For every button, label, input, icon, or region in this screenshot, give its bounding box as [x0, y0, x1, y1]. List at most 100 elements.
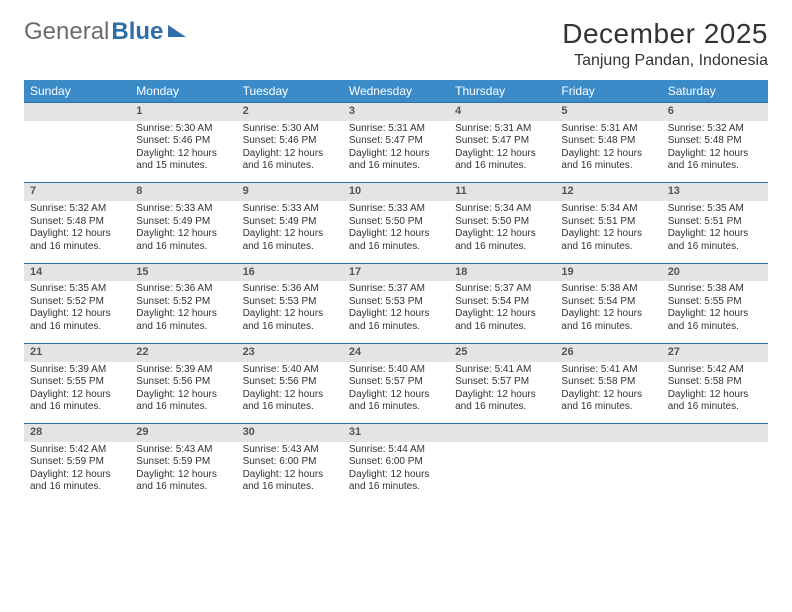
sunset-text: Sunset: 5:48 PM — [561, 135, 655, 148]
daylight-text: Daylight: 12 hours — [349, 148, 443, 161]
daylight-text: Daylight: 12 hours — [349, 469, 443, 482]
day-cell: Sunrise: 5:44 AMSunset: 6:00 PMDaylight:… — [343, 442, 449, 504]
sunrise-text: Sunrise: 5:37 AM — [455, 283, 549, 296]
day-cell: Sunrise: 5:37 AMSunset: 5:54 PMDaylight:… — [449, 281, 555, 343]
day-detail-row: Sunrise: 5:30 AMSunset: 5:46 PMDaylight:… — [24, 121, 768, 183]
day-number-row: 78910111213 — [24, 183, 768, 201]
day-cell — [555, 442, 661, 504]
day-number — [24, 103, 130, 121]
daylight-text: Daylight: 12 hours — [668, 228, 762, 241]
day-cell — [24, 121, 130, 183]
daylight-text: and 16 minutes. — [455, 160, 549, 173]
daylight-text: Daylight: 12 hours — [243, 389, 337, 402]
daylight-text: Daylight: 12 hours — [30, 308, 124, 321]
sunrise-text: Sunrise: 5:44 AM — [349, 444, 443, 457]
day-number: 21 — [24, 343, 130, 361]
sunset-text: Sunset: 5:46 PM — [136, 135, 230, 148]
daylight-text: and 16 minutes. — [243, 321, 337, 334]
daylight-text: Daylight: 12 hours — [455, 308, 549, 321]
day-detail-row: Sunrise: 5:32 AMSunset: 5:48 PMDaylight:… — [24, 201, 768, 263]
sunrise-text: Sunrise: 5:31 AM — [561, 123, 655, 136]
weekday-header: Wednesday — [343, 80, 449, 103]
daylight-text: Daylight: 12 hours — [668, 308, 762, 321]
sunrise-text: Sunrise: 5:31 AM — [455, 123, 549, 136]
sunrise-text: Sunrise: 5:38 AM — [561, 283, 655, 296]
daylight-text: Daylight: 12 hours — [136, 469, 230, 482]
weekday-header: Tuesday — [237, 80, 343, 103]
sunrise-text: Sunrise: 5:43 AM — [136, 444, 230, 457]
daylight-text: and 16 minutes. — [349, 401, 443, 414]
sunset-text: Sunset: 5:55 PM — [30, 376, 124, 389]
day-cell: Sunrise: 5:41 AMSunset: 5:57 PMDaylight:… — [449, 362, 555, 424]
day-number-row: 28293031 — [24, 424, 768, 442]
day-number: 1 — [130, 103, 236, 121]
day-cell — [662, 442, 768, 504]
logo-mark-icon — [168, 25, 186, 37]
sunrise-text: Sunrise: 5:39 AM — [136, 364, 230, 377]
sunset-text: Sunset: 5:48 PM — [668, 135, 762, 148]
day-cell: Sunrise: 5:43 AMSunset: 5:59 PMDaylight:… — [130, 442, 236, 504]
daylight-text: and 16 minutes. — [349, 160, 443, 173]
daylight-text: and 16 minutes. — [455, 321, 549, 334]
daylight-text: Daylight: 12 hours — [455, 389, 549, 402]
day-number — [555, 424, 661, 442]
daylight-text: and 15 minutes. — [136, 160, 230, 173]
sunset-text: Sunset: 5:58 PM — [561, 376, 655, 389]
weekday-header: Thursday — [449, 80, 555, 103]
sunset-text: Sunset: 5:47 PM — [455, 135, 549, 148]
daylight-text: and 16 minutes. — [30, 321, 124, 334]
daylight-text: Daylight: 12 hours — [349, 308, 443, 321]
weekday-header: Sunday — [24, 80, 130, 103]
sunrise-text: Sunrise: 5:40 AM — [349, 364, 443, 377]
day-cell: Sunrise: 5:39 AMSunset: 5:56 PMDaylight:… — [130, 362, 236, 424]
weekday-header: Saturday — [662, 80, 768, 103]
sunrise-text: Sunrise: 5:43 AM — [243, 444, 337, 457]
day-number: 27 — [662, 343, 768, 361]
day-number: 23 — [237, 343, 343, 361]
day-number: 12 — [555, 183, 661, 201]
weekday-header: Monday — [130, 80, 236, 103]
daylight-text: and 16 minutes. — [455, 241, 549, 254]
day-number: 31 — [343, 424, 449, 442]
weekday-header: Friday — [555, 80, 661, 103]
day-number: 3 — [343, 103, 449, 121]
sunrise-text: Sunrise: 5:33 AM — [136, 203, 230, 216]
day-number: 28 — [24, 424, 130, 442]
header: GeneralBlue December 2025 Tanjung Pandan… — [24, 18, 768, 70]
daylight-text: and 16 minutes. — [136, 241, 230, 254]
daylight-text: and 16 minutes. — [243, 401, 337, 414]
sunrise-text: Sunrise: 5:32 AM — [668, 123, 762, 136]
day-number: 30 — [237, 424, 343, 442]
sunrise-text: Sunrise: 5:36 AM — [243, 283, 337, 296]
sunset-text: Sunset: 6:00 PM — [243, 456, 337, 469]
sunset-text: Sunset: 5:52 PM — [30, 296, 124, 309]
day-number — [449, 424, 555, 442]
sunrise-text: Sunrise: 5:39 AM — [30, 364, 124, 377]
location-label: Tanjung Pandan, Indonesia — [562, 52, 768, 70]
day-number: 2 — [237, 103, 343, 121]
daylight-text: Daylight: 12 hours — [136, 389, 230, 402]
sunset-text: Sunset: 5:48 PM — [30, 216, 124, 229]
daylight-text: and 16 minutes. — [349, 321, 443, 334]
daylight-text: Daylight: 12 hours — [30, 228, 124, 241]
day-number: 25 — [449, 343, 555, 361]
sunset-text: Sunset: 5:53 PM — [349, 296, 443, 309]
daylight-text: Daylight: 12 hours — [455, 228, 549, 241]
day-cell: Sunrise: 5:35 AMSunset: 5:52 PMDaylight:… — [24, 281, 130, 343]
daylight-text: Daylight: 12 hours — [349, 389, 443, 402]
day-cell: Sunrise: 5:36 AMSunset: 5:52 PMDaylight:… — [130, 281, 236, 343]
day-number: 15 — [130, 263, 236, 281]
day-cell: Sunrise: 5:30 AMSunset: 5:46 PMDaylight:… — [130, 121, 236, 183]
sunrise-text: Sunrise: 5:33 AM — [243, 203, 337, 216]
sunset-text: Sunset: 5:57 PM — [455, 376, 549, 389]
sunrise-text: Sunrise: 5:40 AM — [243, 364, 337, 377]
day-cell: Sunrise: 5:32 AMSunset: 5:48 PMDaylight:… — [24, 201, 130, 263]
day-cell: Sunrise: 5:38 AMSunset: 5:55 PMDaylight:… — [662, 281, 768, 343]
day-detail-row: Sunrise: 5:35 AMSunset: 5:52 PMDaylight:… — [24, 281, 768, 343]
day-number: 6 — [662, 103, 768, 121]
sunset-text: Sunset: 5:54 PM — [455, 296, 549, 309]
sunrise-text: Sunrise: 5:33 AM — [349, 203, 443, 216]
sunrise-text: Sunrise: 5:35 AM — [30, 283, 124, 296]
daylight-text: and 16 minutes. — [349, 481, 443, 494]
day-number: 22 — [130, 343, 236, 361]
